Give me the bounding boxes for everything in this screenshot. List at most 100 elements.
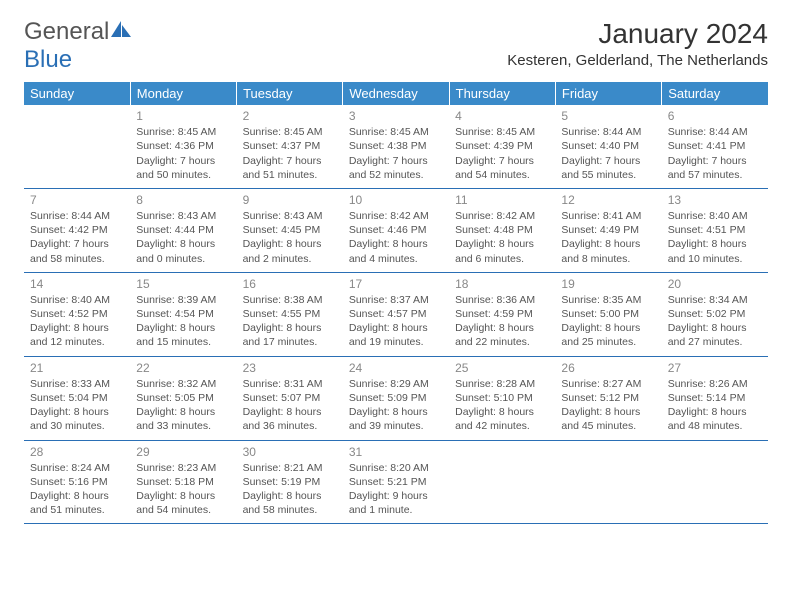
- day-number: 24: [349, 360, 443, 376]
- day-info-line: Sunrise: 8:45 AM: [455, 125, 549, 139]
- day-info-line: Daylight: 7 hours: [243, 154, 337, 168]
- day-info-line: and 48 minutes.: [668, 419, 762, 433]
- day-cell: 16Sunrise: 8:38 AMSunset: 4:55 PMDayligh…: [237, 272, 343, 356]
- day-info-line: and 2 minutes.: [243, 252, 337, 266]
- day-number: 7: [30, 192, 124, 208]
- day-info-line: Sunrise: 8:34 AM: [668, 293, 762, 307]
- day-info-line: Daylight: 8 hours: [243, 237, 337, 251]
- day-info-line: and 4 minutes.: [349, 252, 443, 266]
- logo: General Blue: [24, 18, 133, 74]
- day-number: 30: [243, 444, 337, 460]
- day-cell: 14Sunrise: 8:40 AMSunset: 4:52 PMDayligh…: [24, 272, 130, 356]
- day-info-line: Sunset: 5:16 PM: [30, 475, 124, 489]
- day-info-line: Sunrise: 8:38 AM: [243, 293, 337, 307]
- day-cell: 8Sunrise: 8:43 AMSunset: 4:44 PMDaylight…: [130, 188, 236, 272]
- day-info-line: Sunrise: 8:33 AM: [30, 377, 124, 391]
- month-title: January 2024: [507, 18, 768, 50]
- day-info-line: and 39 minutes.: [349, 419, 443, 433]
- day-info-line: Sunset: 4:55 PM: [243, 307, 337, 321]
- day-info-line: Daylight: 8 hours: [455, 405, 549, 419]
- title-block: January 2024 Kesteren, Gelderland, The N…: [507, 18, 768, 69]
- day-info-line: Daylight: 8 hours: [136, 237, 230, 251]
- day-info-line: Sunrise: 8:45 AM: [243, 125, 337, 139]
- day-number: 10: [349, 192, 443, 208]
- day-info-line: Sunrise: 8:43 AM: [136, 209, 230, 223]
- day-info-line: Sunset: 5:07 PM: [243, 391, 337, 405]
- day-info-line: Daylight: 7 hours: [30, 237, 124, 251]
- day-info-line: Sunrise: 8:32 AM: [136, 377, 230, 391]
- day-info-line: Daylight: 8 hours: [243, 321, 337, 335]
- day-info-line: Sunrise: 8:21 AM: [243, 461, 337, 475]
- day-info-line: Daylight: 8 hours: [136, 489, 230, 503]
- day-info-line: Sunrise: 8:26 AM: [668, 377, 762, 391]
- day-cell: 24Sunrise: 8:29 AMSunset: 5:09 PMDayligh…: [343, 356, 449, 440]
- day-cell: 21Sunrise: 8:33 AMSunset: 5:04 PMDayligh…: [24, 356, 130, 440]
- day-info-line: Daylight: 8 hours: [349, 321, 443, 335]
- day-info-line: Daylight: 7 hours: [561, 154, 655, 168]
- day-info-line: Sunset: 5:19 PM: [243, 475, 337, 489]
- day-info-line: Sunset: 4:38 PM: [349, 139, 443, 153]
- week-row: 7Sunrise: 8:44 AMSunset: 4:42 PMDaylight…: [24, 188, 768, 272]
- day-info-line: Sunrise: 8:40 AM: [668, 209, 762, 223]
- day-header: Tuesday: [237, 82, 343, 105]
- day-info-line: Daylight: 8 hours: [243, 405, 337, 419]
- day-info-line: Sunrise: 8:40 AM: [30, 293, 124, 307]
- day-info-line: Sunrise: 8:44 AM: [561, 125, 655, 139]
- day-info-line: Sunset: 5:21 PM: [349, 475, 443, 489]
- day-info-line: Sunset: 4:46 PM: [349, 223, 443, 237]
- day-cell: [662, 440, 768, 524]
- sail-icon: [109, 19, 133, 39]
- day-info-line: Sunset: 5:04 PM: [30, 391, 124, 405]
- day-info-line: Daylight: 8 hours: [668, 321, 762, 335]
- day-info-line: Sunset: 5:10 PM: [455, 391, 549, 405]
- day-number: 15: [136, 276, 230, 292]
- day-info-line: and 6 minutes.: [455, 252, 549, 266]
- day-cell: 25Sunrise: 8:28 AMSunset: 5:10 PMDayligh…: [449, 356, 555, 440]
- day-number: 29: [136, 444, 230, 460]
- day-number: 28: [30, 444, 124, 460]
- day-info-line: Sunset: 5:00 PM: [561, 307, 655, 321]
- day-number: 8: [136, 192, 230, 208]
- day-cell: 7Sunrise: 8:44 AMSunset: 4:42 PMDaylight…: [24, 188, 130, 272]
- day-info-line: Sunrise: 8:39 AM: [136, 293, 230, 307]
- day-number: 19: [561, 276, 655, 292]
- day-info-line: and 22 minutes.: [455, 335, 549, 349]
- day-info-line: Sunset: 4:36 PM: [136, 139, 230, 153]
- day-info-line: Sunrise: 8:29 AM: [349, 377, 443, 391]
- day-number: 18: [455, 276, 549, 292]
- week-row: 21Sunrise: 8:33 AMSunset: 5:04 PMDayligh…: [24, 356, 768, 440]
- day-info-line: and 19 minutes.: [349, 335, 443, 349]
- day-number: 4: [455, 108, 549, 124]
- day-cell: 22Sunrise: 8:32 AMSunset: 5:05 PMDayligh…: [130, 356, 236, 440]
- day-info-line: Daylight: 8 hours: [561, 405, 655, 419]
- day-number: 27: [668, 360, 762, 376]
- day-info-line: and 12 minutes.: [30, 335, 124, 349]
- day-info-line: Daylight: 8 hours: [349, 405, 443, 419]
- day-info-line: and 58 minutes.: [243, 503, 337, 517]
- day-info-line: Daylight: 8 hours: [561, 321, 655, 335]
- day-info-line: Sunrise: 8:28 AM: [455, 377, 549, 391]
- day-cell: 20Sunrise: 8:34 AMSunset: 5:02 PMDayligh…: [662, 272, 768, 356]
- day-info-line: and 0 minutes.: [136, 252, 230, 266]
- day-number: 6: [668, 108, 762, 124]
- day-cell: 11Sunrise: 8:42 AMSunset: 4:48 PMDayligh…: [449, 188, 555, 272]
- day-cell: [555, 440, 661, 524]
- day-info-line: Daylight: 8 hours: [136, 321, 230, 335]
- day-info-line: Sunset: 4:59 PM: [455, 307, 549, 321]
- calendar-table: SundayMondayTuesdayWednesdayThursdayFrid…: [24, 82, 768, 524]
- day-info-line: and 36 minutes.: [243, 419, 337, 433]
- day-info-line: and 30 minutes.: [30, 419, 124, 433]
- day-info-line: and 33 minutes.: [136, 419, 230, 433]
- day-info-line: Daylight: 8 hours: [455, 321, 549, 335]
- day-cell: [449, 440, 555, 524]
- day-info-line: Daylight: 7 hours: [136, 154, 230, 168]
- day-cell: 29Sunrise: 8:23 AMSunset: 5:18 PMDayligh…: [130, 440, 236, 524]
- day-number: 16: [243, 276, 337, 292]
- day-info-line: Sunrise: 8:23 AM: [136, 461, 230, 475]
- day-info-line: Sunrise: 8:41 AM: [561, 209, 655, 223]
- day-info-line: Daylight: 8 hours: [30, 405, 124, 419]
- day-info-line: and 8 minutes.: [561, 252, 655, 266]
- day-info-line: Sunset: 5:05 PM: [136, 391, 230, 405]
- day-info-line: Daylight: 7 hours: [668, 154, 762, 168]
- day-info-line: and 45 minutes.: [561, 419, 655, 433]
